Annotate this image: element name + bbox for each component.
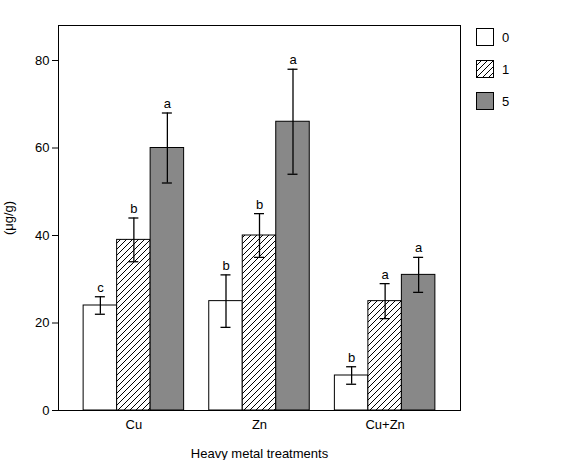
svg-text:b: b bbox=[222, 258, 229, 273]
svg-text:b: b bbox=[256, 197, 263, 212]
html-text:1: 1 bbox=[502, 61, 510, 77]
svg-text:Cu: Cu bbox=[126, 417, 143, 432]
svg-text:a: a bbox=[289, 52, 297, 67]
svg-text:0: 0 bbox=[42, 403, 49, 418]
svg-text:40: 40 bbox=[35, 228, 49, 243]
svg-text:c: c bbox=[97, 280, 104, 295]
svg-text:20: 20 bbox=[35, 315, 49, 330]
svg-text:a: a bbox=[164, 96, 172, 111]
html-text:0: 0 bbox=[502, 29, 510, 45]
svg-text:a: a bbox=[415, 240, 423, 255]
svg-text:Zn: Zn bbox=[252, 417, 267, 432]
svg-text:80: 80 bbox=[35, 53, 49, 68]
svg-text:a: a bbox=[382, 267, 390, 282]
svg-text:60: 60 bbox=[35, 140, 49, 155]
html-text:5: 5 bbox=[502, 93, 510, 109]
svg-text:b: b bbox=[130, 201, 137, 216]
svg-text:Cu+Zn: Cu+Zn bbox=[365, 417, 404, 432]
svg-text:b: b bbox=[348, 350, 355, 365]
svg-text:Heavy metal treatments: Heavy metal treatments bbox=[191, 446, 329, 461]
svg-text:(μg/g): (μg/g) bbox=[1, 201, 16, 235]
